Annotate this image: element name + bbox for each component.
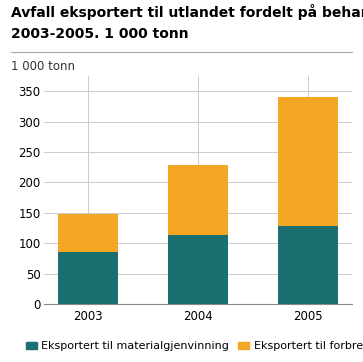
Text: 2003-2005. 1 000 tonn: 2003-2005. 1 000 tonn: [11, 27, 188, 41]
Bar: [278, 97, 338, 226]
Bar: [168, 165, 228, 235]
Bar: [168, 235, 228, 304]
Text: 1 000 tonn: 1 000 tonn: [11, 60, 75, 73]
Legend: Eksportert til materialgjenvinning, Eksportert til forbrenning: Eksportert til materialgjenvinning, Eksp…: [21, 337, 363, 356]
Bar: [58, 214, 118, 252]
Bar: [58, 252, 118, 304]
Text: Avfall eksportert til utlandet fordelt på behandling.: Avfall eksportert til utlandet fordelt p…: [11, 4, 363, 20]
Bar: [278, 226, 338, 304]
